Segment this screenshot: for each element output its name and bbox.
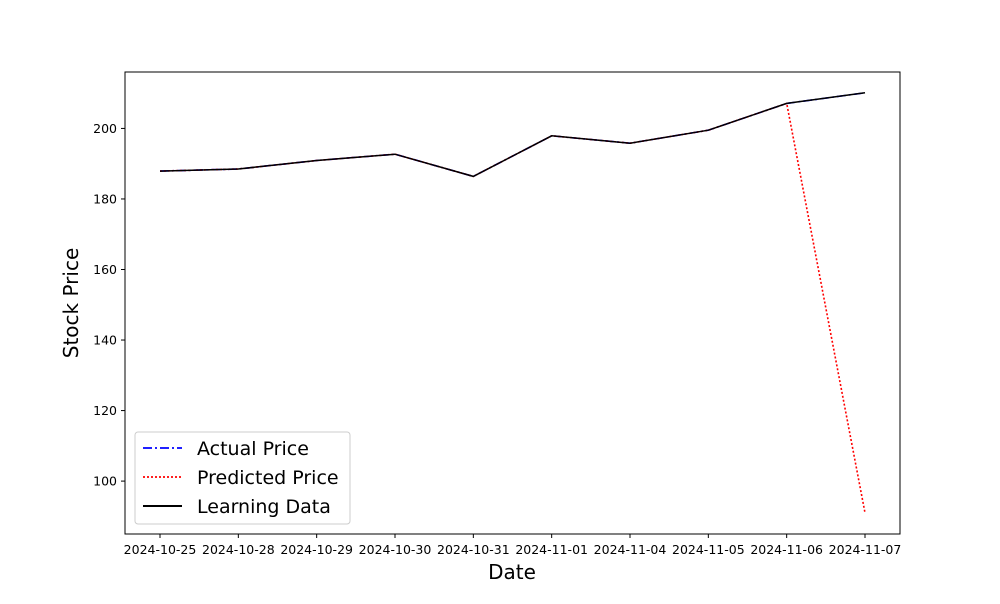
x-tick-label: 2024-11-04: [594, 542, 667, 557]
legend: Actual Price Predicted Price Learning Data: [134, 431, 351, 525]
x-tick-label: 2024-11-07: [829, 542, 902, 557]
x-tick-label: 2024-10-28: [202, 542, 275, 557]
x-tick-label: 2024-11-01: [515, 542, 588, 557]
series-line-actual-price: [159, 92, 866, 178]
x-tick-label: 2024-10-30: [359, 542, 432, 557]
legend-box: [134, 431, 351, 525]
y-tick-label: 180: [93, 191, 117, 206]
plot-area-frame: [124, 71, 901, 535]
y-tick-label: 120: [93, 403, 117, 418]
y-axis: 100 120 140 160 180 200: [93, 121, 125, 489]
y-tick-label: 100: [93, 474, 117, 489]
x-tick-label: 2024-11-06: [750, 542, 823, 557]
legend-label: Actual Price: [197, 438, 309, 460]
x-axis: 2024-10-25 2024-10-28 2024-10-29 2024-10-30…: [124, 534, 902, 557]
y-tick-label: 140: [93, 333, 117, 348]
y-tick-label: 160: [93, 262, 117, 277]
legend-label: Predicted Price: [197, 467, 339, 489]
legend-label: Learning Data: [197, 496, 331, 518]
x-axis-title: Date: [488, 560, 536, 584]
x-tick-label: 2024-10-29: [280, 542, 353, 557]
plot-series: [159, 92, 866, 513]
y-axis-title: Stock Price: [59, 248, 83, 359]
y-tick-label: 200: [93, 121, 117, 136]
x-tick-label: 2024-10-31: [437, 542, 510, 557]
x-tick-label: 2024-11-05: [672, 542, 745, 557]
series-line-learning-data: [159, 92, 866, 178]
x-tick-label: 2024-10-25: [124, 542, 197, 557]
